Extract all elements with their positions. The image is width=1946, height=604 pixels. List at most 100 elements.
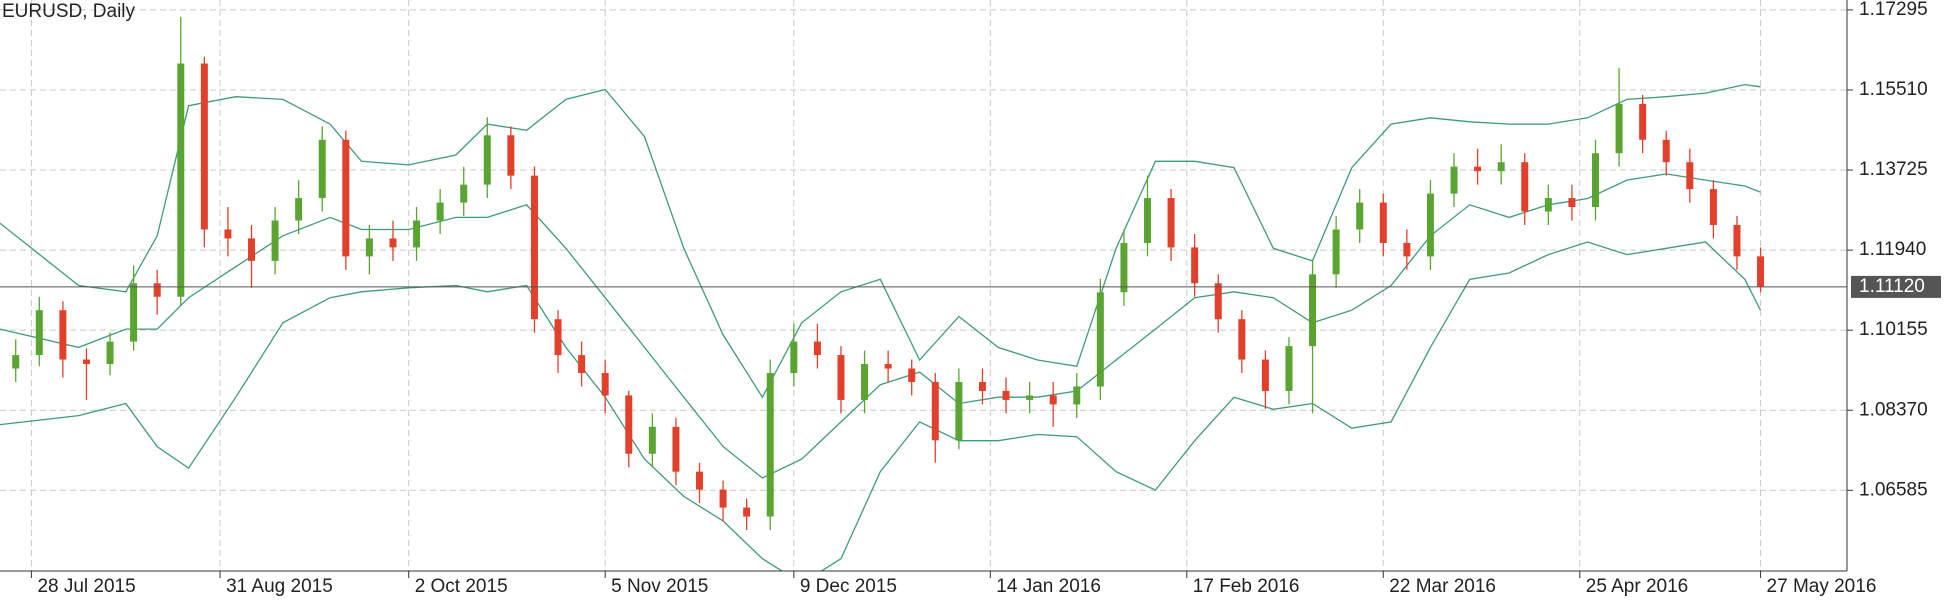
candle-body <box>790 341 798 374</box>
candle-body <box>955 381 963 441</box>
candle-body <box>1238 319 1246 360</box>
candle-body <box>1403 242 1411 257</box>
band-line <box>0 83 1761 399</box>
candle-body <box>12 355 20 369</box>
candle-body <box>1002 390 1010 400</box>
candle-body <box>483 135 491 185</box>
x-tick-label: 28 Jul 2015 <box>37 576 135 597</box>
current-price-label: 1.11120 <box>1859 276 1925 297</box>
candle-body <box>837 355 845 400</box>
candles <box>0 16 1847 531</box>
candle-body <box>248 238 256 261</box>
x-tick-label: 2 Oct 2015 <box>415 576 508 597</box>
labels: 1.17295 1.15510 1.13725 1.11940 1.10155 1.083… <box>30 0 1941 597</box>
candle-body <box>59 310 67 360</box>
candle-body <box>1096 292 1104 387</box>
candle-body <box>271 220 279 261</box>
candle-body <box>1214 283 1222 320</box>
candle-body <box>1026 395 1034 400</box>
bollinger-bands <box>0 83 1762 571</box>
candle-body <box>743 507 751 517</box>
candle-body <box>908 368 916 382</box>
candle-body <box>153 283 161 297</box>
candle-body <box>530 175 538 320</box>
candle-body <box>342 139 350 257</box>
candle-body <box>578 355 586 374</box>
candle-body <box>1639 103 1647 140</box>
candle-body <box>931 381 939 441</box>
candle-body <box>35 310 43 356</box>
candle-body <box>106 341 114 365</box>
candle-body <box>1426 193 1434 257</box>
y-tick-label: 1.10155 <box>1859 319 1928 340</box>
x-tick-label: 5 Nov 2015 <box>611 576 708 597</box>
candle-body <box>318 139 326 199</box>
candle-body <box>1450 166 1458 194</box>
candle-body <box>1544 198 1552 212</box>
candle-body <box>1757 256 1765 287</box>
candle-body <box>696 471 704 490</box>
chart-title: EURUSD, Daily <box>2 1 136 22</box>
candle-body <box>224 229 232 239</box>
candle-body <box>1379 202 1387 243</box>
current-price-box <box>1851 275 1941 298</box>
candle-body <box>766 373 774 517</box>
x-tick-label: 25 Apr 2016 <box>1586 576 1688 597</box>
candle-body <box>1143 198 1151 243</box>
band-line <box>0 241 1762 571</box>
candle-body <box>554 319 562 356</box>
candle-body <box>884 364 892 369</box>
candle-body <box>1662 139 1670 163</box>
candle-body <box>1120 242 1128 293</box>
candle-body <box>1332 229 1340 275</box>
y-tick-label: 1.17295 <box>1859 0 1928 20</box>
candle-body <box>1497 162 1505 172</box>
candle-body <box>1167 198 1175 248</box>
candle-body <box>1591 153 1599 208</box>
candle-body <box>507 135 515 176</box>
candle-body <box>1073 386 1081 405</box>
candle-body <box>861 364 869 400</box>
y-tick-label: 1.15510 <box>1859 79 1928 100</box>
x-tick-label: 27 May 2016 <box>1767 576 1877 597</box>
y-tick-label: 1.06585 <box>1859 479 1928 500</box>
candle-body <box>389 238 397 248</box>
candle-body <box>1521 162 1529 212</box>
candle-body <box>1686 162 1694 190</box>
candle-body <box>82 359 90 365</box>
grid <box>0 0 1847 571</box>
candle-body <box>1615 103 1623 154</box>
candle-body <box>413 220 421 248</box>
candle-body <box>1049 395 1057 405</box>
candle-body <box>295 198 303 221</box>
candle-body <box>1309 274 1317 347</box>
candle-body <box>648 426 656 454</box>
y-tick-label: 1.11940 <box>1859 239 1926 260</box>
x-tick-label: 22 Mar 2016 <box>1389 576 1496 597</box>
candle-body <box>1285 346 1293 391</box>
candle-body <box>460 184 468 203</box>
candle-body <box>130 283 138 342</box>
candle-body <box>719 489 727 508</box>
candle-body <box>1261 359 1269 391</box>
candle-body <box>1733 224 1741 257</box>
candle-body <box>978 381 986 391</box>
candle-body <box>1709 189 1717 225</box>
candle-body <box>1356 202 1364 230</box>
candle-body <box>1191 247 1199 284</box>
candle-body <box>1474 166 1482 172</box>
candle-body <box>672 426 680 472</box>
candle-body <box>365 238 373 257</box>
candle-body <box>1568 198 1576 208</box>
x-tick-label: 14 Jan 2016 <box>996 576 1101 597</box>
candle-body <box>436 202 444 221</box>
y-tick-label: 1.08370 <box>1859 399 1928 420</box>
candle-body <box>200 63 208 230</box>
x-tick-label: 17 Feb 2016 <box>1193 576 1300 597</box>
candle-body <box>177 63 185 297</box>
x-tick-label: 31 Aug 2015 <box>226 576 333 597</box>
candle-body <box>813 341 821 356</box>
candle-body <box>625 395 633 454</box>
y-tick-label: 1.13725 <box>1859 159 1928 180</box>
